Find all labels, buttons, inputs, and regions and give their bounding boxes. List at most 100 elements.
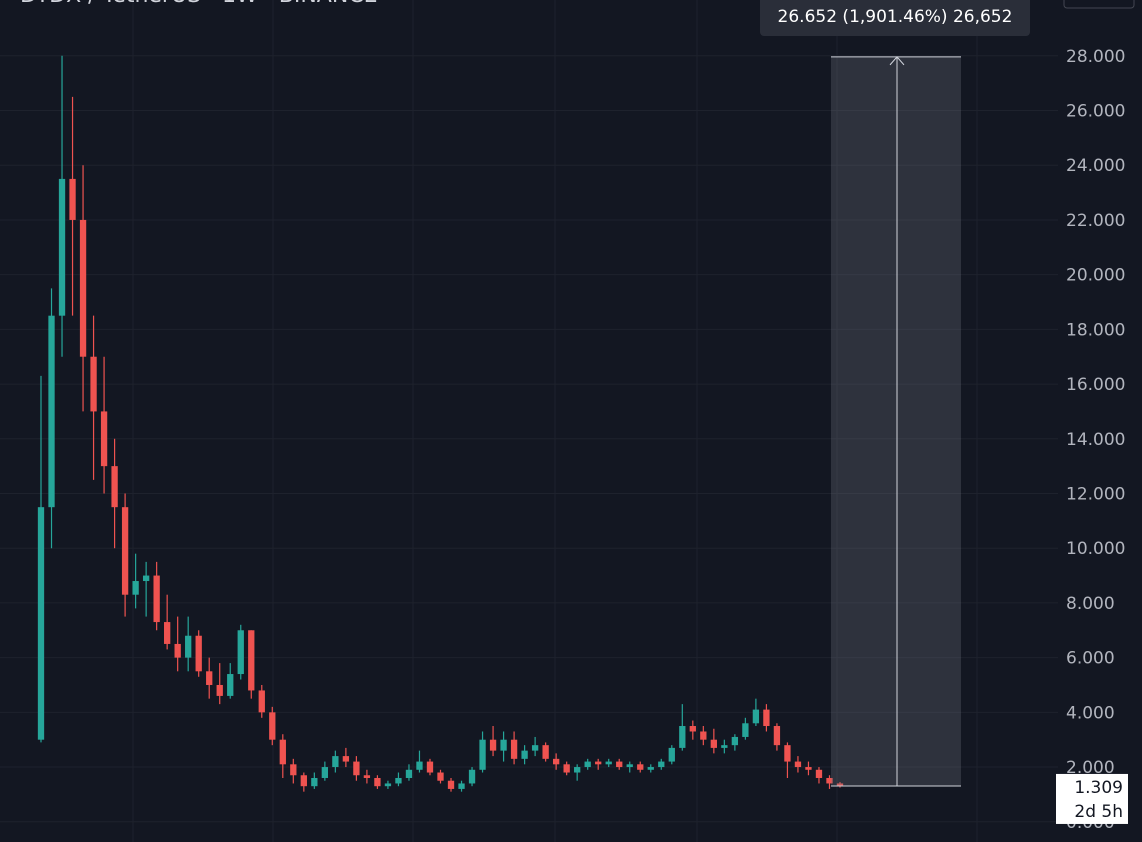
candle-body bbox=[374, 777, 381, 787]
y-tick-label: 2.000 bbox=[1066, 758, 1115, 778]
candle-body bbox=[353, 761, 360, 776]
candle-body bbox=[90, 356, 97, 412]
y-tick-label: 14.000 bbox=[1066, 430, 1125, 450]
candle-body bbox=[142, 575, 150, 582]
candle-body bbox=[658, 761, 665, 768]
candle-body bbox=[384, 783, 392, 787]
countdown-label: 2d 5h bbox=[1074, 802, 1123, 822]
y-tick-label: 20.000 bbox=[1066, 266, 1125, 286]
candle-body bbox=[100, 411, 108, 467]
candle-body bbox=[794, 761, 802, 768]
last-price-box bbox=[1056, 773, 1128, 824]
candle-body bbox=[742, 723, 749, 737]
candle-body bbox=[731, 736, 739, 746]
candle-body bbox=[479, 739, 486, 770]
candle-body bbox=[121, 507, 129, 595]
candle-body bbox=[574, 767, 581, 773]
y-tick-label: 22.000 bbox=[1066, 211, 1125, 231]
candle-body bbox=[689, 726, 696, 732]
candle-body bbox=[489, 739, 497, 751]
candle-body bbox=[468, 769, 476, 784]
candle-body bbox=[153, 575, 160, 623]
y-tick-label: 28.000 bbox=[1066, 47, 1125, 67]
candle-body bbox=[216, 684, 223, 696]
measure-label-box bbox=[760, 0, 1030, 36]
candle-body bbox=[679, 726, 686, 748]
measure-arrowhead bbox=[889, 56, 905, 66]
time-grid bbox=[132, 0, 978, 842]
candle-body bbox=[237, 630, 244, 675]
candle-body bbox=[290, 764, 297, 776]
candle-body bbox=[647, 767, 654, 770]
candle-body bbox=[784, 745, 791, 762]
candle-body bbox=[132, 581, 139, 595]
axis-button[interactable] bbox=[1063, 0, 1135, 9]
grid: 0.0002.0004.0006.0008.00010.00012.00014.… bbox=[0, 47, 1125, 833]
candle-body bbox=[805, 767, 812, 770]
candle-body bbox=[626, 764, 633, 768]
candle-body bbox=[363, 775, 371, 778]
candle-body bbox=[164, 622, 171, 644]
candle-body bbox=[521, 750, 528, 759]
candle-body bbox=[763, 709, 770, 727]
candle-body bbox=[248, 630, 255, 691]
candle-body bbox=[500, 739, 507, 751]
candle-body bbox=[531, 745, 539, 751]
y-tick-label: 8.000 bbox=[1066, 594, 1115, 614]
candle-body bbox=[206, 671, 213, 685]
candle-body bbox=[510, 739, 518, 759]
candle-body bbox=[605, 761, 612, 765]
candle-body bbox=[321, 767, 329, 778]
candle-body bbox=[437, 772, 444, 781]
candle-body bbox=[584, 761, 591, 768]
candle-body bbox=[37, 507, 45, 740]
candle-body bbox=[69, 178, 76, 220]
measure-range bbox=[831, 56, 961, 786]
candle-body bbox=[48, 315, 55, 508]
candle-body bbox=[668, 747, 675, 762]
candle-body bbox=[616, 761, 623, 768]
y-tick-label: 16.000 bbox=[1066, 375, 1125, 395]
candle-body bbox=[332, 756, 339, 768]
candle-body bbox=[300, 775, 307, 787]
y-tick-label: 12.000 bbox=[1066, 484, 1125, 504]
candle-body bbox=[195, 635, 202, 672]
candle-body bbox=[595, 761, 602, 765]
candle-body bbox=[416, 761, 423, 770]
y-tick-label: 6.000 bbox=[1066, 649, 1115, 669]
y-tick-label: 4.000 bbox=[1066, 703, 1115, 723]
chart-title: DYDX / TetherUS · 1W · BINANCE bbox=[20, 0, 378, 8]
candle-body bbox=[447, 780, 455, 789]
candle-body bbox=[773, 726, 781, 746]
candle-body bbox=[552, 758, 560, 765]
candles bbox=[37, 55, 844, 792]
y-tick-label: 24.000 bbox=[1066, 156, 1125, 176]
candle-body bbox=[700, 731, 707, 740]
candle-body bbox=[815, 769, 823, 778]
candle-body bbox=[174, 643, 181, 658]
candle-body bbox=[258, 690, 265, 713]
y-tick-label: 10.000 bbox=[1066, 539, 1125, 559]
candle-body bbox=[395, 777, 402, 784]
measure-label: 26.652 (1,901.46%) 26,652 bbox=[778, 7, 1013, 27]
candle-body bbox=[311, 777, 318, 787]
overlay: 26.652 (1,901.46%) 26,652 1.309 2d 5h bbox=[760, 0, 1135, 824]
candle-body bbox=[721, 745, 728, 748]
candle-body bbox=[426, 761, 434, 773]
candle-body bbox=[836, 783, 844, 786]
candle-body bbox=[826, 777, 833, 784]
candle-body bbox=[279, 739, 286, 765]
last-price-label: 1.309 bbox=[1074, 778, 1123, 798]
candle-body bbox=[185, 635, 192, 658]
candle-body bbox=[637, 764, 644, 770]
y-tick-label: 26.000 bbox=[1066, 102, 1125, 122]
candle-body bbox=[79, 219, 87, 357]
candle-body bbox=[111, 466, 118, 508]
candle-body bbox=[58, 178, 66, 316]
candle-body bbox=[342, 756, 350, 762]
candle-body bbox=[710, 739, 717, 748]
candle-body bbox=[405, 769, 413, 778]
y-tick-label: 18.000 bbox=[1066, 320, 1125, 340]
